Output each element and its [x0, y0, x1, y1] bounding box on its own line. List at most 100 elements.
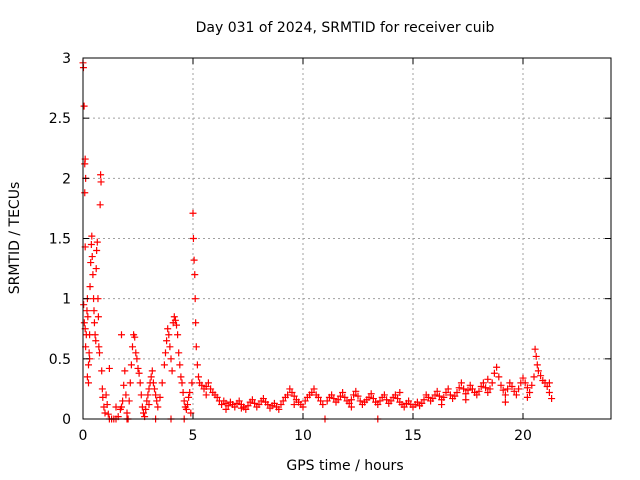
data-point: [510, 387, 518, 395]
data-point: [495, 373, 503, 381]
data-point: [218, 401, 226, 409]
data-point: [255, 401, 263, 409]
data-point: [171, 316, 179, 324]
data-point: [164, 325, 172, 333]
data-point: [519, 374, 527, 382]
data-point: [160, 361, 168, 369]
data-point: [308, 389, 316, 397]
data-point: [521, 379, 529, 387]
data-point: [184, 401, 191, 409]
data-point: [120, 381, 128, 389]
data-point: [444, 385, 452, 393]
data-point: [455, 384, 463, 392]
data-point: [299, 403, 307, 411]
y-tick-label: 0: [62, 412, 71, 428]
data-point: [83, 373, 91, 381]
data-point: [186, 389, 194, 397]
data-point: [142, 405, 150, 413]
data-point: [134, 364, 142, 372]
data-point: [177, 373, 185, 381]
data-point: [127, 361, 135, 369]
data-point: [85, 361, 92, 369]
data-point: [174, 331, 182, 339]
data-point: [145, 401, 153, 409]
grid-lines: [83, 58, 611, 419]
data-point: [484, 375, 492, 383]
data-point: [473, 391, 481, 399]
data-point: [286, 385, 294, 393]
data-point: [152, 391, 160, 399]
data-point: [144, 391, 152, 399]
data-point: [81, 189, 89, 197]
data-point: [376, 397, 384, 405]
data-point: [484, 389, 492, 397]
data-point: [93, 247, 101, 255]
data-point: [91, 331, 99, 339]
data-point: [207, 385, 215, 393]
data-point: [374, 401, 382, 409]
data-point: [242, 405, 250, 413]
data-point: [479, 379, 487, 387]
data-point: [84, 313, 92, 321]
data-point: [277, 401, 285, 409]
data-point: [405, 397, 413, 405]
data-point: [323, 397, 331, 405]
data-point: [94, 313, 102, 321]
data-point: [118, 331, 125, 339]
data-point: [136, 379, 144, 387]
data-point: [532, 352, 540, 360]
data-point: [526, 389, 534, 397]
data-point: [490, 369, 498, 377]
y-tick-label: 2: [62, 171, 71, 187]
data-point: [96, 201, 104, 209]
data-point: [464, 386, 472, 394]
data-point: [501, 391, 509, 399]
data-point: [270, 399, 278, 407]
data-point: [167, 355, 175, 363]
data-point: [170, 313, 178, 321]
data-point: [347, 403, 355, 411]
data-point: [515, 385, 523, 393]
axis-ticks: 0 5 10 15 20 0 0.5 1 1.5 2 2.5 3: [49, 51, 611, 444]
data-point: [319, 401, 327, 409]
data-point: [176, 361, 184, 369]
data-point: [501, 398, 509, 406]
data-point: [462, 390, 470, 398]
data-point: [383, 396, 391, 404]
chart-title: Day 031 of 2024, SRMTID for receiver cui…: [196, 20, 495, 36]
data-point: [198, 381, 206, 389]
data-point: [125, 397, 133, 405]
data-point: [387, 397, 395, 405]
data-point: [224, 402, 232, 410]
data-point: [92, 337, 100, 345]
data-point: [191, 295, 199, 303]
data-point: [123, 409, 131, 417]
y-tick-label: 2.5: [49, 111, 71, 127]
data-point: [545, 379, 553, 387]
data-point: [86, 283, 94, 291]
data-point: [189, 235, 197, 242]
y-axis-label: SRMTID / TECUs: [7, 182, 23, 295]
data-points: [79, 59, 556, 423]
data-point: [462, 396, 470, 404]
data-point: [175, 349, 183, 357]
data-point: [237, 404, 245, 412]
data-point: [163, 337, 171, 345]
data-point: [367, 390, 375, 398]
data-point: [80, 319, 88, 327]
data-point: [438, 401, 446, 409]
data-point: [187, 409, 195, 417]
data-point: [548, 395, 556, 403]
data-point: [504, 385, 512, 393]
data-point: [506, 379, 514, 387]
data-point: [231, 403, 239, 411]
data-point: [98, 367, 106, 375]
data-point: [94, 295, 102, 303]
data-point: [193, 361, 201, 369]
data-point: [482, 384, 490, 392]
data-point: [288, 389, 296, 397]
data-point: [339, 389, 347, 397]
data-point: [493, 363, 501, 371]
data-point: [179, 389, 187, 397]
